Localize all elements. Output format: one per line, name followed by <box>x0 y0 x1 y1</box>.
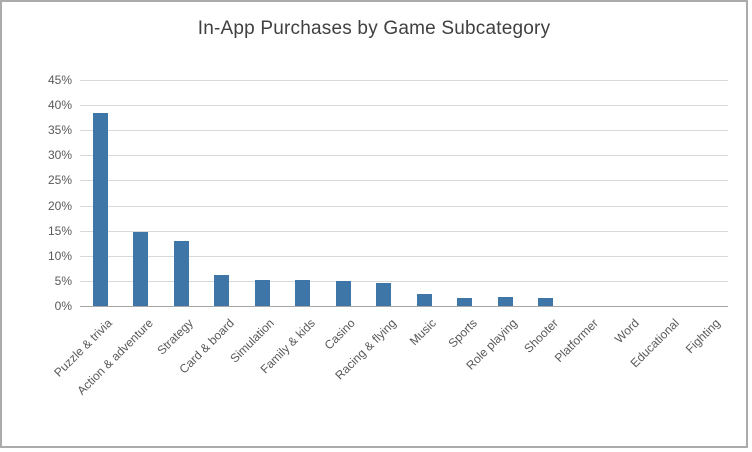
x-axis-label: Fighting <box>682 316 723 357</box>
y-axis-label: 10% <box>47 248 72 263</box>
gridline <box>80 280 728 282</box>
bar <box>457 297 473 306</box>
chart-title: In-App Purchases by Game Subcategory <box>197 18 551 39</box>
bar <box>295 280 311 306</box>
x-axis-label: Music <box>407 316 440 349</box>
x-axis-label: Sports <box>445 316 480 351</box>
y-axis-label: 15% <box>47 223 72 238</box>
y-axis-label: 40% <box>47 98 72 113</box>
bar <box>214 274 230 306</box>
bar <box>173 241 189 306</box>
bar <box>376 282 392 306</box>
bar <box>538 297 554 306</box>
gridline <box>80 155 728 157</box>
gridline <box>80 105 728 107</box>
x-axis-label: Action & adventure <box>74 316 156 398</box>
x-axis-label: Platformer <box>552 316 602 366</box>
y-axis-label: 20% <box>47 198 72 213</box>
x-axis-label: Casino <box>321 316 359 353</box>
gridline <box>80 180 728 182</box>
x-axis-label: Word <box>611 316 642 347</box>
bar <box>335 280 351 306</box>
y-axis-label: 35% <box>47 123 72 138</box>
x-axis-label: Shooter <box>521 316 561 356</box>
y-axis-label: 25% <box>47 173 72 188</box>
y-axis-label: 0% <box>54 299 72 313</box>
x-axis-line <box>80 306 728 307</box>
bar <box>497 297 513 306</box>
gridline <box>80 230 728 232</box>
y-axis-label: 45% <box>47 73 72 87</box>
gridline <box>80 130 728 132</box>
bar <box>416 293 432 306</box>
bar <box>133 231 149 306</box>
y-axis-label: 5% <box>54 273 72 288</box>
bar <box>254 279 270 306</box>
y-axis-label: 30% <box>47 148 72 163</box>
gridline <box>80 255 728 257</box>
bar <box>92 112 108 306</box>
gridline <box>80 80 728 81</box>
gridline <box>80 205 728 207</box>
